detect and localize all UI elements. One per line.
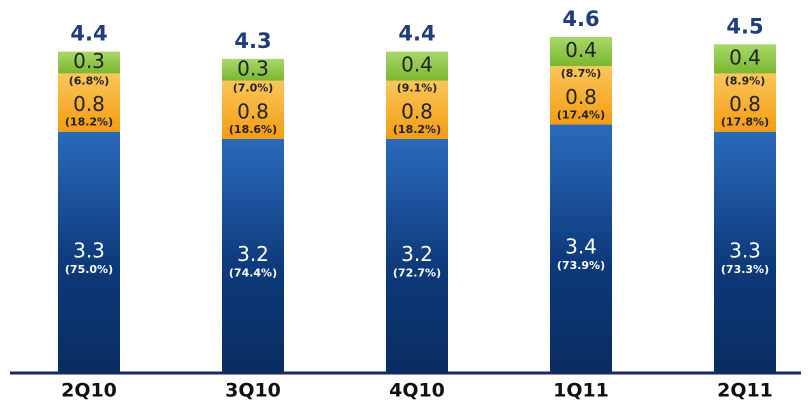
bar-segment bbox=[550, 66, 612, 125]
bar-segment bbox=[222, 80, 284, 139]
segment-value-label: 0.3 bbox=[73, 49, 105, 73]
bar-segment bbox=[386, 51, 448, 81]
segment-value-label: 3.3 bbox=[73, 238, 105, 262]
total-label: 4.4 bbox=[70, 22, 107, 46]
total-label: 4.6 bbox=[562, 7, 599, 31]
segment-share-label: (72.7%) bbox=[393, 266, 441, 279]
segment-value-label: 3.4 bbox=[565, 235, 597, 259]
x-tick-label: 4Q10 bbox=[389, 380, 445, 402]
bar-segment bbox=[550, 124, 612, 373]
segment-share-label: (18.6%) bbox=[229, 123, 277, 136]
x-tick-label: 3Q10 bbox=[225, 380, 281, 402]
segment-value-label: 0.8 bbox=[401, 99, 433, 123]
segment-value-label: 0.4 bbox=[401, 53, 433, 77]
total-label: 4.4 bbox=[398, 22, 435, 46]
segment-share-label: (17.4%) bbox=[557, 108, 605, 121]
segment-share-label: (18.2%) bbox=[65, 116, 113, 129]
bar-segment bbox=[386, 80, 448, 139]
bar-segment bbox=[386, 138, 448, 372]
segment-share-label: (17.8%) bbox=[721, 116, 769, 129]
segment-share-label: (73.3%) bbox=[721, 263, 769, 276]
segment-share-label: (9.1%) bbox=[397, 82, 438, 95]
segment-share-label: (7.0%) bbox=[233, 82, 274, 95]
segment-value-label: 0.4 bbox=[565, 38, 597, 62]
segment-share-label: (8.7%) bbox=[561, 67, 602, 80]
bar-segment bbox=[714, 44, 776, 74]
segment-value-label: 3.2 bbox=[237, 242, 269, 266]
bar-segment bbox=[222, 58, 284, 81]
segment-value-label: 3.2 bbox=[401, 242, 433, 266]
segment-value-label: 0.8 bbox=[565, 85, 597, 109]
segment-share-label: (73.9%) bbox=[557, 259, 605, 272]
x-tick-label: 1Q11 bbox=[553, 380, 609, 402]
bar-segment bbox=[58, 131, 120, 372]
segment-value-label: 0.4 bbox=[729, 45, 761, 69]
segment-share-label: (74.4%) bbox=[229, 266, 277, 279]
total-label: 4.5 bbox=[726, 14, 763, 38]
bar-segment bbox=[714, 131, 776, 372]
bar-segment bbox=[58, 73, 120, 132]
total-label: 4.3 bbox=[234, 29, 271, 53]
segment-share-label: (8.9%) bbox=[725, 74, 766, 87]
segment-value-label: 0.8 bbox=[73, 92, 105, 116]
bar-segment bbox=[58, 51, 120, 74]
x-tick-label: 2Q11 bbox=[717, 380, 773, 402]
segment-value-label: 0.8 bbox=[729, 92, 761, 116]
segment-value-label: 0.3 bbox=[237, 56, 269, 80]
segment-share-label: (75.0%) bbox=[65, 263, 113, 276]
bar-segment bbox=[222, 138, 284, 372]
segment-value-label: 0.8 bbox=[237, 99, 269, 123]
bar-segment bbox=[714, 73, 776, 132]
segment-share-label: (6.8%) bbox=[69, 74, 110, 87]
segment-value-label: 3.3 bbox=[729, 238, 761, 262]
bar-segment bbox=[550, 37, 612, 67]
segment-share-label: (18.2%) bbox=[393, 123, 441, 136]
x-tick-label: 2Q10 bbox=[61, 380, 117, 402]
